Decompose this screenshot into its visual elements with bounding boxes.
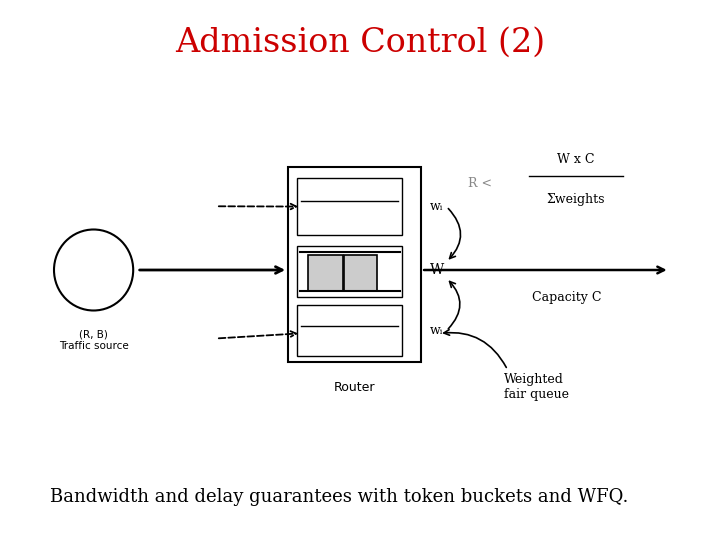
Bar xyxy=(288,167,421,362)
Bar xyxy=(308,255,343,291)
Bar xyxy=(344,255,377,291)
Text: R <: R < xyxy=(468,177,492,190)
Text: Capacity C: Capacity C xyxy=(532,291,602,303)
Bar xyxy=(297,178,402,235)
Text: W: W xyxy=(430,263,444,277)
Bar xyxy=(297,246,402,297)
Text: (R, B)
Traffic source: (R, B) Traffic source xyxy=(59,329,128,351)
Text: Weighted
fair queue: Weighted fair queue xyxy=(504,373,569,401)
Text: Admission Control (2): Admission Control (2) xyxy=(175,27,545,59)
Text: Bandwidth and delay guarantees with token buckets and WFQ.: Bandwidth and delay guarantees with toke… xyxy=(50,488,629,506)
Text: Router: Router xyxy=(334,381,375,394)
Text: Σweights: Σweights xyxy=(546,193,606,206)
Text: wᵢ: wᵢ xyxy=(430,324,444,338)
Text: W x C: W x C xyxy=(557,153,595,166)
Bar xyxy=(297,305,402,356)
Text: wᵢ: wᵢ xyxy=(430,200,444,213)
